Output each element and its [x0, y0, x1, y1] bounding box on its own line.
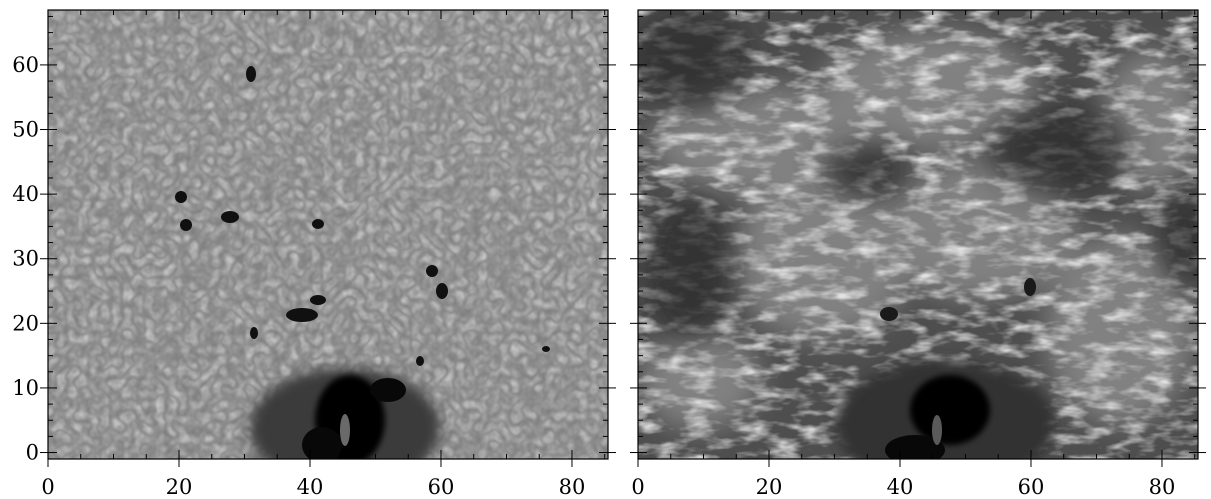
left-image [48, 10, 608, 459]
y-tick-label: 20 [12, 311, 39, 335]
y-tick-label: 50 [12, 118, 39, 142]
right-image [638, 10, 1198, 459]
x-tick-label: 0 [631, 475, 644, 499]
x-tick-label: 40 [297, 475, 324, 499]
y-tick-label: 40 [12, 182, 39, 206]
right-axes: 0 20 40 60 80 [630, 10, 1206, 499]
x-tick-label: 20 [166, 475, 193, 499]
left-axes: 0 20 40 60 80 0 10 20 30 40 50 60 [12, 10, 616, 499]
x-tick-label: 80 [559, 475, 586, 499]
y-tick-label: 0 [26, 441, 39, 465]
x-tick-label: 20 [756, 475, 783, 499]
x-tick-label: 60 [428, 475, 455, 499]
x-tick-label: 40 [887, 475, 914, 499]
left-pores [175, 66, 550, 366]
y-tick-label: 10 [12, 376, 39, 400]
x-tick-label: 60 [1018, 475, 1045, 499]
right-small-dark-features [880, 278, 1036, 321]
left-panel: 0 20 40 60 80 0 10 20 30 40 50 60 [12, 9, 616, 499]
x-tick-label: 0 [41, 475, 54, 499]
right-frame [637, 9, 1199, 460]
y-tick-label: 30 [12, 247, 39, 271]
left-sunspot [250, 368, 440, 459]
right-dark-regions [638, 10, 1198, 340]
y-tick-label: 60 [12, 53, 39, 77]
right-sunspot [835, 360, 1055, 459]
right-panel: 0 20 40 60 80 [630, 9, 1206, 499]
left-frame [47, 9, 609, 460]
x-tick-label: 80 [1149, 475, 1176, 499]
